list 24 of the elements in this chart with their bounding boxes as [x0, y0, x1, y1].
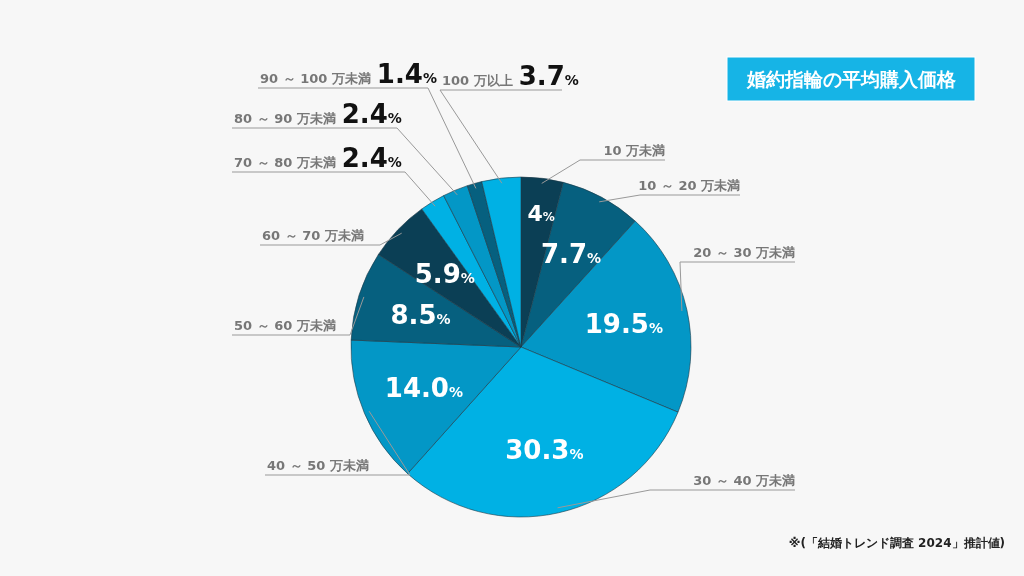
- slice-label: 10 万未満: [603, 143, 665, 158]
- data-label: 4%: [527, 201, 555, 227]
- data-label: 3.7%: [518, 61, 579, 91]
- slice-label: 50 ～ 60 万未満: [234, 318, 336, 333]
- slice-label: 80 ～ 90 万未満: [234, 111, 336, 126]
- slice-label: 40 ～ 50 万未満: [267, 458, 369, 473]
- data-label: 30.3%: [505, 434, 584, 465]
- data-label: 19.5%: [584, 308, 663, 339]
- text: ※(「結婚トレンド調査 2024」推計値): [788, 536, 1005, 550]
- slice-label: 30 ～ 40 万未満: [693, 473, 795, 488]
- data-label: 1.4%: [376, 59, 437, 89]
- text: 婚約指輪の平均購入価格: [745, 68, 957, 90]
- slice-label: 20 ～ 30 万未満: [693, 245, 795, 260]
- slice-label: 70 ～ 80 万未満: [234, 155, 336, 170]
- data-label: 5.9%: [414, 259, 475, 290]
- slice-label: 100 万以上: [442, 73, 513, 88]
- slice-label: 90 ～ 100 万未満: [260, 71, 371, 86]
- slice-label: 10 ～ 20 万未満: [638, 178, 740, 193]
- data-label: 8.5%: [390, 300, 451, 330]
- slice-label: 60 ～ 70 万未満: [262, 228, 364, 243]
- data-label: 14.0%: [384, 373, 463, 404]
- data-label: 2.4%: [341, 99, 402, 129]
- data-label: 2.4%: [341, 143, 402, 173]
- data-label: 7.7%: [540, 239, 602, 270]
